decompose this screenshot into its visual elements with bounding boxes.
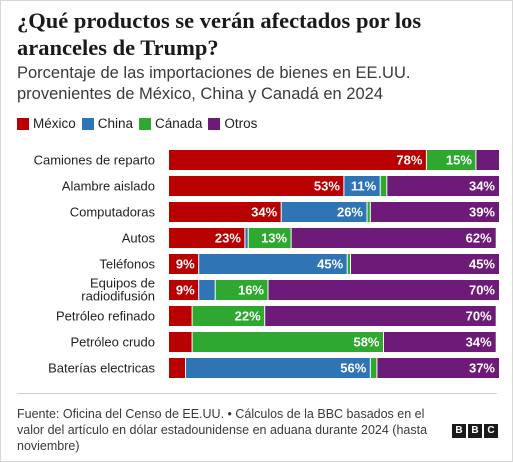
data-label-otros: 34% — [469, 179, 495, 194]
category-label: Camiones de reparto — [34, 153, 155, 168]
bar-segment-canada — [248, 228, 292, 248]
bar-segment-canada — [192, 332, 384, 352]
data-label-otros: 70% — [469, 283, 495, 298]
legend-label-mexico: México — [33, 116, 76, 131]
bar-segment-mexico — [169, 202, 282, 222]
bar-segment-canada — [426, 150, 476, 170]
legend-label-canada: Cánada — [155, 116, 203, 131]
bar-segment-china — [281, 202, 367, 222]
source-note: Fuente: Oficina del Censo de EE.UU. • Cá… — [17, 407, 428, 453]
bbc-logo-letter: C — [484, 424, 498, 438]
data-label-mexico: 9% — [176, 257, 195, 272]
data-label-canada: 15% — [446, 153, 472, 168]
bar-segment-canada — [380, 176, 387, 196]
data-label-canada: 58% — [353, 335, 379, 350]
legend-label-china: China — [97, 116, 134, 131]
bar-segment-otros — [386, 176, 499, 196]
bar-segment-otros — [264, 306, 496, 326]
bar-segment-china — [343, 176, 381, 196]
bar-segment-mexico — [169, 332, 193, 352]
category-label: Petróleo refinado — [56, 309, 155, 324]
bar-segment-china — [244, 228, 249, 248]
legend-item-china: China — [81, 116, 134, 131]
legend-item-canada: Cánada — [139, 116, 202, 131]
data-label-china: 56% — [340, 361, 366, 376]
legend-item-otros: Otros — [208, 116, 257, 131]
bar-segment-mexico — [169, 176, 344, 196]
category-label: Alambre aislado — [62, 179, 155, 194]
bbc-logo-letter: B — [468, 424, 482, 438]
data-label-china: 11% — [351, 179, 377, 194]
bar-segment-canada — [367, 202, 371, 222]
bar-segment-mexico — [169, 358, 186, 378]
bar-segment-mexico — [169, 280, 199, 300]
category-label: Autos — [122, 231, 156, 246]
bbc-logo: B B C — [452, 424, 500, 438]
legend-swatch-canada — [139, 117, 152, 130]
legend-swatch-china — [81, 117, 94, 130]
data-label-china: 26% — [337, 205, 363, 220]
data-label-otros: 62% — [466, 231, 492, 246]
data-label-canada: 22% — [235, 309, 261, 324]
bar-segment-otros — [475, 150, 499, 170]
bar-segment-otros — [376, 358, 499, 378]
data-label-canada: 13% — [261, 231, 287, 246]
data-label-otros: 45% — [469, 257, 495, 272]
bar-segment-china — [185, 358, 371, 378]
legend: México China Cánada Otros — [17, 116, 263, 131]
chart-subtitle: Porcentaje de las importaciones de biene… — [17, 64, 411, 103]
bar-segment-mexico — [169, 228, 245, 248]
category-label: Equipos de radiodifusión — [81, 276, 155, 304]
stacked-bar-chart: Camiones de reparto 78% 15% Alambre aislado… — [34, 150, 499, 378]
legend-label-otros: Otros — [224, 116, 258, 131]
data-label-otros: 39% — [469, 205, 495, 220]
bar-segment-otros — [383, 332, 496, 352]
category-label: Petróleo crudo — [70, 335, 155, 350]
chart-title: ¿Qué productos se verán afectados por lo… — [17, 8, 422, 60]
bar-segment-mexico — [169, 254, 199, 274]
bar-segment-mexico — [169, 150, 427, 170]
bar-segment-china — [198, 280, 216, 300]
bar-segment-otros — [350, 254, 499, 274]
data-label-mexico: 9% — [176, 283, 195, 298]
data-label-otros: 34% — [466, 335, 492, 350]
bar-segment-canada — [215, 280, 268, 300]
category-label: Baterías electricas — [48, 361, 155, 376]
bar-segment-canada — [192, 306, 265, 326]
bar-segment-canada — [370, 358, 377, 378]
bar-segment-china — [198, 254, 348, 274]
legend-swatch-mexico — [17, 117, 29, 130]
legend-swatch-otros — [208, 117, 221, 130]
bar-segment-otros — [268, 280, 499, 300]
bar-segment-otros — [370, 202, 499, 222]
footer-divider — [17, 393, 497, 394]
data-label-canada: 16% — [238, 283, 264, 298]
data-label-china: 45% — [317, 257, 343, 272]
data-label-mexico: 78% — [396, 153, 422, 168]
category-label: Computadoras — [70, 205, 156, 220]
legend-item-mexico: México — [17, 116, 76, 131]
data-label-otros: 70% — [466, 309, 492, 324]
category-label: Teléfonos — [99, 257, 155, 272]
data-label-mexico: 34% — [251, 205, 277, 220]
bar-segment-canada — [347, 254, 351, 274]
data-label-mexico: 23% — [215, 231, 241, 246]
data-label-mexico: 53% — [314, 179, 340, 194]
data-label-otros: 37% — [469, 361, 495, 376]
bar-segment-otros — [291, 228, 496, 248]
bbc-logo-letter: B — [452, 424, 466, 438]
bar-segment-mexico — [169, 306, 193, 326]
